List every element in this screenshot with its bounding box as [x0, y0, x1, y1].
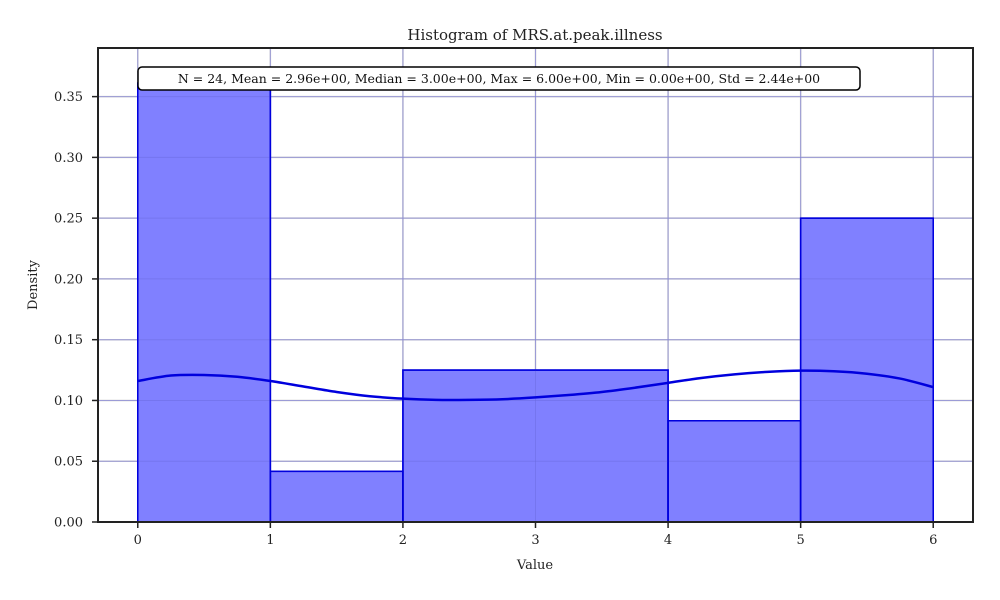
tick-marks: 0 1 2 3 4 5 6 0.00 0.05 0.10 0.15 0.20 0.25 0.30 0.35 [54, 90, 937, 548]
x-tick-label: 0 [134, 533, 142, 548]
y-tick-label: 0.10 [54, 394, 83, 409]
x-tick-label: 2 [399, 533, 407, 548]
x-axis-label: Value [516, 558, 553, 573]
y-tick-label: 0.35 [54, 90, 83, 105]
x-tick-label: 6 [929, 533, 937, 548]
kde-curve-group [137, 369, 934, 402]
kde-line [137, 369, 934, 402]
y-axis-label: Density [26, 259, 41, 310]
y-tick-label: 0.20 [54, 272, 83, 287]
chart-title: Histogram of MRS.at.peak.illness [407, 26, 662, 44]
histogram-bars [98, 48, 973, 523]
histogram-bar [137, 82, 272, 523]
y-tick-label: 0.15 [54, 333, 83, 348]
y-tick-label: 0.05 [54, 455, 83, 470]
stats-box-frame [137, 66, 861, 91]
stats-annotation-box: N = 24, Mean = 2.96e+00, Median = 3.00e+… [137, 66, 861, 91]
y-tick-label: 0.30 [54, 151, 83, 166]
histogram-bar [269, 470, 404, 523]
stats-annotation-text: N = 24, Mean = 2.96e+00, Median = 3.00e+… [178, 71, 820, 86]
x-tick-label: 5 [797, 533, 805, 548]
x-tick-label: 1 [266, 533, 274, 548]
y-tick-label: 0.00 [54, 516, 83, 531]
x-tick-label: 4 [664, 533, 672, 548]
y-tick-label: 0.25 [54, 212, 83, 227]
x-tick-label: 3 [531, 533, 539, 548]
histogram-bar [667, 420, 802, 523]
